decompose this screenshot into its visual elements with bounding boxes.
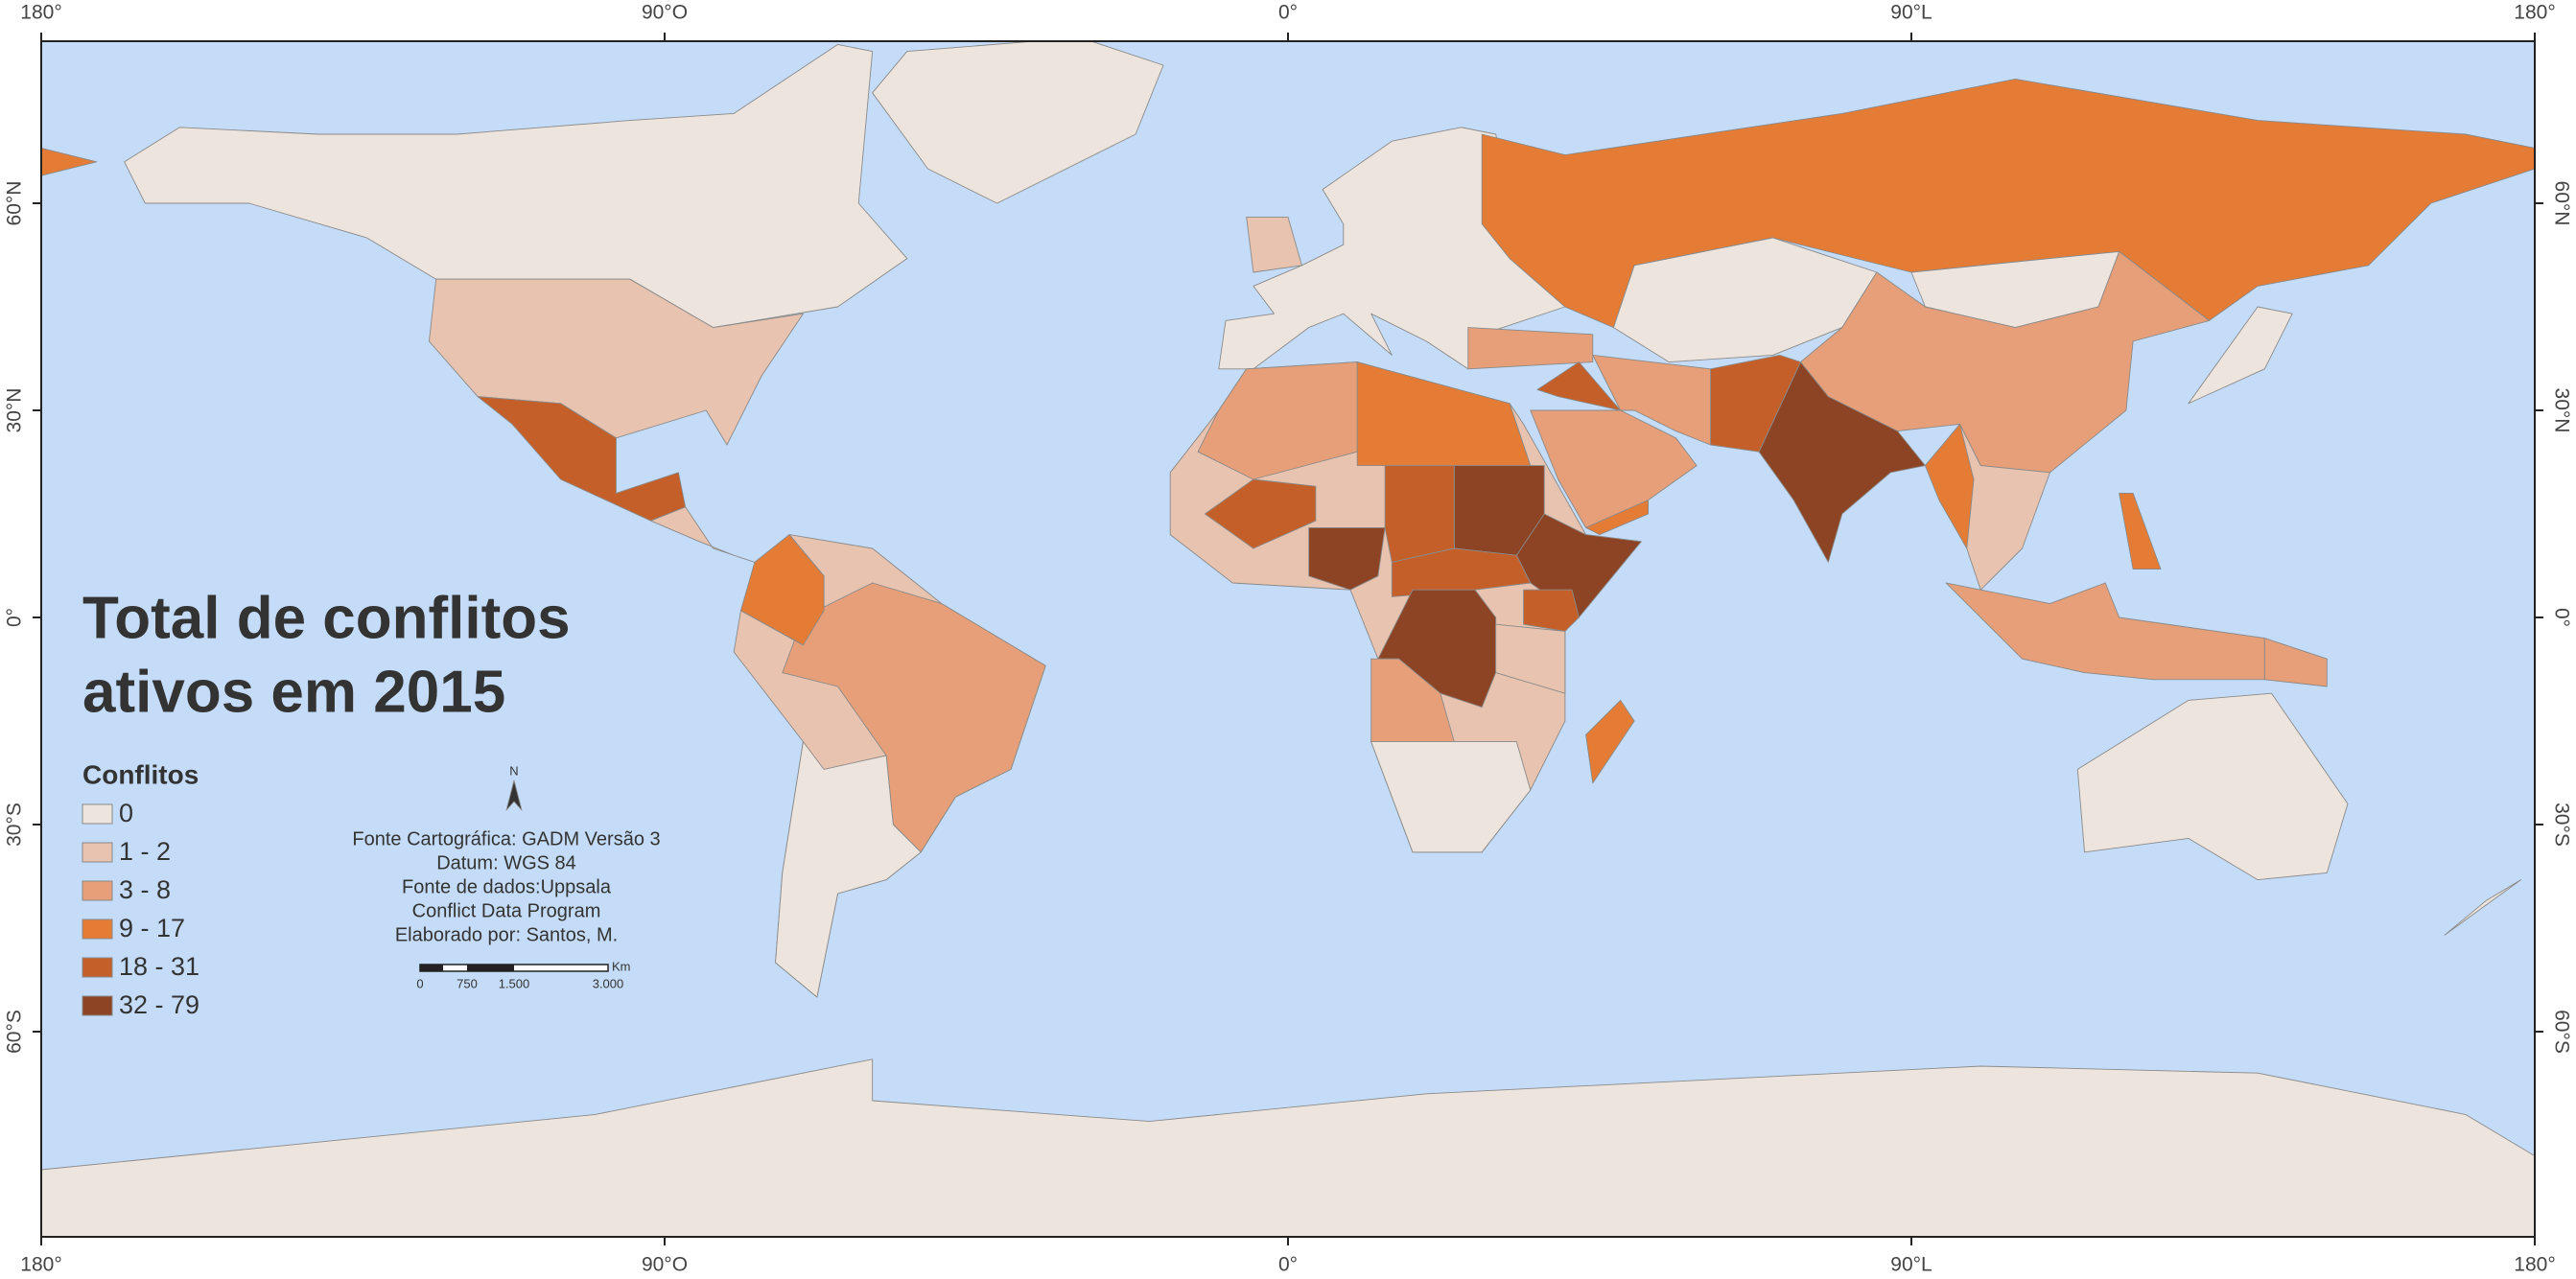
country xyxy=(2189,307,2292,404)
north-arrow: N xyxy=(505,763,523,811)
country xyxy=(776,742,922,997)
lat-label: 0° xyxy=(4,608,26,627)
scale-bar-segment xyxy=(420,965,443,971)
credit-line: Elaborado por: Santos, M. xyxy=(395,924,618,945)
credit-line: Fonte Cartográfica: GADM Versão 3 xyxy=(352,828,660,849)
lon-label: 90°O xyxy=(642,2,688,24)
lon-label: 0° xyxy=(1278,1254,1298,1276)
map-title: Total de conflitos xyxy=(82,585,571,651)
legend-swatch xyxy=(82,957,113,978)
credits: Fonte Cartográfica: GADM Versão 3 Datum: … xyxy=(352,828,660,945)
country xyxy=(1247,217,1302,272)
legend-label: 32 - 79 xyxy=(119,990,199,1019)
north-label: N xyxy=(509,763,518,778)
legend-label: 3 - 8 xyxy=(119,875,171,904)
country xyxy=(1309,527,1385,590)
lat-label: 0° xyxy=(2550,608,2572,627)
land xyxy=(41,41,2535,1237)
lon-label: 90°O xyxy=(642,1254,688,1276)
legend-label: 18 - 31 xyxy=(119,952,199,981)
credit-line: Fonte de dados:Uppsala xyxy=(402,876,612,897)
country xyxy=(1586,500,1649,535)
country xyxy=(1613,238,1876,362)
scale-label: 3.000 xyxy=(593,976,624,990)
lat-label: 60°N xyxy=(4,181,26,226)
lat-label: 60°S xyxy=(2550,1010,2572,1054)
lat-label: 30°N xyxy=(4,388,26,433)
lon-label: 180° xyxy=(2514,1254,2555,1276)
lat-label: 30°S xyxy=(2550,802,2572,847)
legend-swatch xyxy=(82,842,113,863)
country xyxy=(873,41,1163,203)
country xyxy=(2119,493,2161,569)
countries xyxy=(41,41,2535,1237)
legend-label: 0 xyxy=(119,799,133,827)
country xyxy=(1586,700,1635,782)
lon-label: 90°L xyxy=(1890,1254,1932,1276)
country xyxy=(2264,639,2327,686)
country xyxy=(1759,362,1925,563)
lat-label: 60°N xyxy=(2550,181,2572,226)
graticule-labels: 180° 180° 90°O 90°O 0° 0° 90°L 90°L 180° 180° 60°N… xyxy=(4,2,2573,1276)
legend-swatch xyxy=(82,880,113,901)
legend-label: 1 - 2 xyxy=(119,837,171,866)
country xyxy=(1537,362,1621,410)
legend-swatch xyxy=(82,803,113,825)
credit-line: Conflict Data Program xyxy=(412,900,601,921)
country xyxy=(478,397,686,522)
country xyxy=(1925,424,1974,548)
lat-label: 60°S xyxy=(4,1010,26,1054)
lon-label: 90°L xyxy=(1890,2,1932,24)
scale-label: 1.500 xyxy=(499,976,530,990)
country xyxy=(1496,624,1565,693)
country xyxy=(2077,693,2348,879)
map-title: ativos em 2015 xyxy=(82,659,505,725)
country xyxy=(1371,659,1455,741)
legend-label: 9 - 17 xyxy=(119,914,185,942)
legend-swatch xyxy=(82,995,113,1016)
country xyxy=(429,279,803,445)
lon-label: 180° xyxy=(2514,2,2555,24)
country xyxy=(740,535,824,645)
legend-title: Conflitos xyxy=(82,759,199,789)
lon-label: 0° xyxy=(1278,2,1298,24)
north-arrow-icon xyxy=(505,779,523,811)
country xyxy=(1392,548,1530,596)
country xyxy=(1531,410,1697,527)
country xyxy=(41,1059,2535,1237)
country xyxy=(125,44,907,327)
country xyxy=(1482,79,2535,327)
country xyxy=(1385,466,1454,563)
lon-label: 180° xyxy=(20,2,61,24)
credit-line: Datum: WGS 84 xyxy=(436,852,576,873)
legend: 0 1 - 2 3 - 8 9 - 17 18 - 31 32 - 79 xyxy=(82,799,199,1019)
country xyxy=(1468,328,1593,369)
scale-bar-segment xyxy=(467,965,514,971)
legend-swatch xyxy=(82,919,113,940)
lon-label: 180° xyxy=(20,1254,61,1276)
country xyxy=(1205,479,1316,548)
country xyxy=(1524,590,1580,631)
lat-label: 30°N xyxy=(2550,388,2572,433)
scale-unit: Km xyxy=(612,959,631,973)
country xyxy=(2445,880,2520,936)
scale-label: 750 xyxy=(457,976,478,990)
scale-label: 0 xyxy=(416,976,423,990)
lat-label: 30°S xyxy=(4,802,26,847)
scale-bar: Km 0 750 1.500 3.000 xyxy=(416,959,630,990)
